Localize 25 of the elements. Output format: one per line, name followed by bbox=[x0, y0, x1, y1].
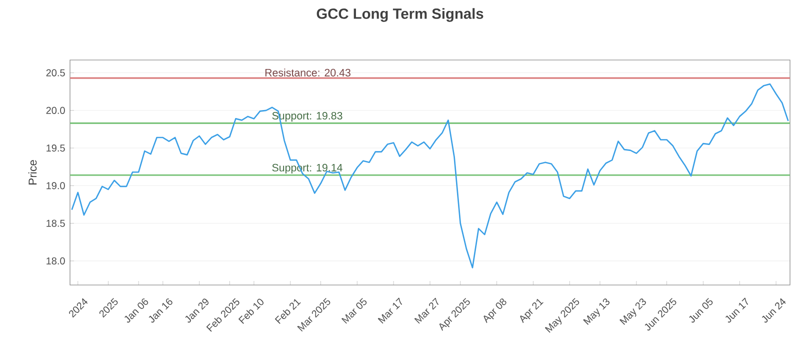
x-tick-label: Jan 16 bbox=[148, 298, 172, 323]
x-tick-label: Jun 17 bbox=[725, 298, 748, 323]
x-tick-label: Jan 29 bbox=[185, 298, 209, 323]
y-tick-label: 18.0 bbox=[46, 257, 65, 264]
x-tick-label: Feb 10 bbox=[238, 298, 264, 324]
x-tick-label: Apr 08 bbox=[484, 298, 506, 324]
line-series bbox=[71, 83, 789, 268]
y-tick-label: 19.5 bbox=[46, 144, 65, 152]
x-tick-label: May 13 bbox=[583, 298, 610, 325]
x-tick-label: May 23 bbox=[620, 298, 646, 325]
x-tick-label: Jan 06 bbox=[124, 298, 148, 323]
y-tick-label: 20.0 bbox=[46, 106, 65, 114]
x-tick-label: Mar 27 bbox=[414, 298, 439, 324]
x-tick-label: Mar 17 bbox=[378, 298, 402, 324]
x-tick-label: Jun 24 bbox=[762, 298, 786, 323]
y-tick-label: 18.5 bbox=[46, 220, 65, 227]
y-tick-label: 19.0 bbox=[46, 182, 65, 190]
x-tick-label: Feb 21 bbox=[274, 299, 301, 324]
y-axis-title: Price bbox=[28, 160, 37, 184]
x-tick-label: Apr 21 bbox=[520, 298, 544, 324]
y-tick-label: 20.5 bbox=[46, 69, 65, 76]
ref-line-label: Resistance: 20.43 bbox=[265, 68, 350, 76]
x-tick-label: Jun 05 bbox=[689, 298, 713, 323]
chart-title: GCC Long Term Signals bbox=[316, 8, 484, 22]
x-tick-label: Mar 05 bbox=[341, 298, 367, 324]
